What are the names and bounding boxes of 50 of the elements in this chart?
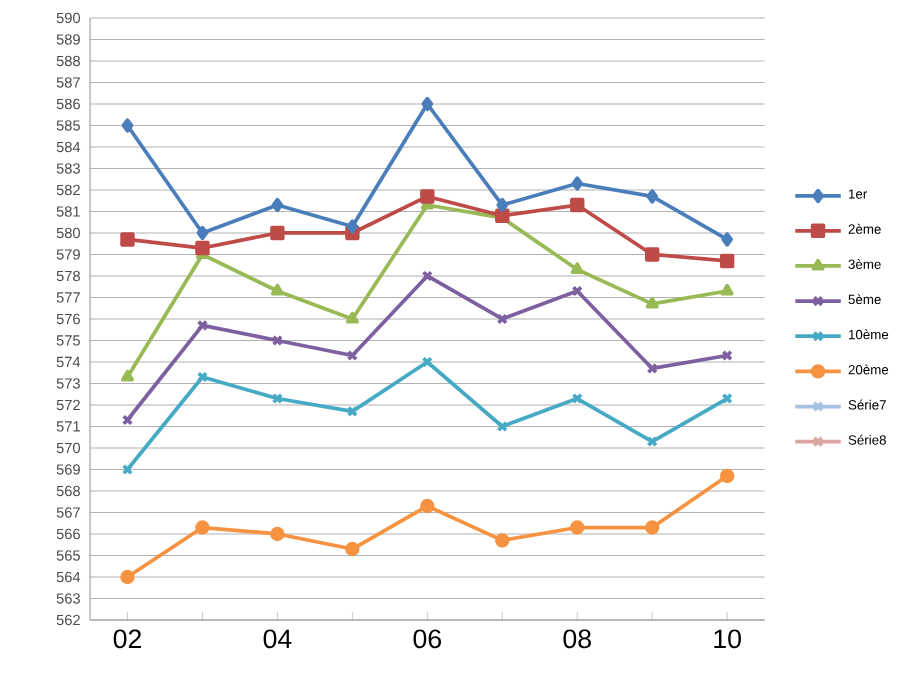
point (120, 569, 135, 585)
point (496, 420, 508, 433)
point (270, 526, 285, 542)
point (346, 405, 358, 418)
x-tick-label: 02 (113, 629, 141, 649)
point (644, 520, 660, 535)
point (719, 468, 735, 484)
point (346, 219, 359, 234)
point (420, 189, 435, 204)
point (121, 118, 134, 133)
point (570, 262, 584, 275)
point (120, 369, 134, 382)
point (346, 349, 358, 362)
point (571, 392, 583, 405)
point (271, 197, 284, 213)
point (646, 362, 658, 375)
point (196, 319, 209, 332)
point (496, 313, 508, 325)
point (720, 283, 734, 296)
point (644, 247, 660, 262)
point (120, 232, 135, 247)
x-tick-label: 10 (714, 629, 741, 649)
point (421, 270, 433, 282)
point (570, 197, 585, 213)
point (420, 498, 435, 514)
point (571, 176, 584, 191)
point (570, 520, 585, 535)
x-tick-label: 06 (413, 629, 441, 649)
point (495, 533, 510, 548)
point (196, 225, 209, 241)
point (571, 285, 583, 297)
point (646, 435, 658, 448)
point (496, 197, 509, 213)
point (345, 541, 360, 557)
point (721, 232, 734, 247)
point (645, 296, 659, 309)
point (270, 283, 284, 296)
point (196, 371, 209, 383)
point (195, 520, 210, 535)
point (270, 225, 285, 241)
point (271, 334, 284, 347)
x-tick-label: 08 (563, 629, 591, 649)
point (421, 96, 434, 112)
point (719, 253, 735, 269)
point (421, 356, 433, 368)
point (271, 392, 284, 405)
point (646, 189, 659, 204)
point (195, 240, 210, 256)
x-tick-label: 04 (263, 629, 292, 649)
point (345, 311, 359, 324)
